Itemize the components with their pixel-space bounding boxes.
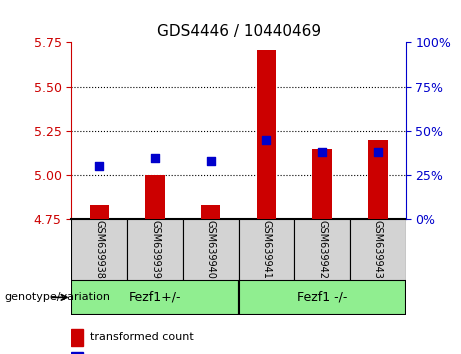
Point	[374, 149, 382, 155]
Point	[263, 137, 270, 143]
Point	[319, 149, 326, 155]
Title: GDS4446 / 10440469: GDS4446 / 10440469	[156, 23, 321, 39]
Bar	[294, 219, 350, 280]
Text: GSM639940: GSM639940	[206, 220, 216, 279]
Text: GSM639943: GSM639943	[373, 220, 383, 279]
Bar	[313, 149, 332, 219]
Bar	[238, 280, 406, 315]
Text: GSM639941: GSM639941	[261, 220, 272, 279]
Bar	[238, 219, 294, 280]
Bar	[183, 219, 238, 280]
Text: Fezf1 -/-: Fezf1 -/-	[297, 291, 347, 304]
Bar	[368, 140, 388, 219]
Bar	[201, 205, 220, 219]
Bar	[71, 219, 127, 280]
Text: GSM639938: GSM639938	[95, 220, 104, 279]
Point	[151, 155, 159, 160]
Text: transformed count: transformed count	[90, 332, 194, 342]
Bar	[71, 280, 239, 315]
Bar	[257, 50, 276, 219]
Point	[95, 164, 103, 169]
Text: GSM639942: GSM639942	[317, 220, 327, 279]
Bar	[89, 205, 109, 219]
Text: genotype/variation: genotype/variation	[5, 292, 111, 302]
Text: Fezf1+/-: Fezf1+/-	[129, 291, 181, 304]
Bar	[71, 352, 83, 354]
Bar	[127, 219, 183, 280]
Bar	[71, 329, 83, 346]
Bar	[145, 175, 165, 219]
Text: GSM639939: GSM639939	[150, 220, 160, 279]
Point	[207, 158, 214, 164]
Bar	[350, 219, 406, 280]
